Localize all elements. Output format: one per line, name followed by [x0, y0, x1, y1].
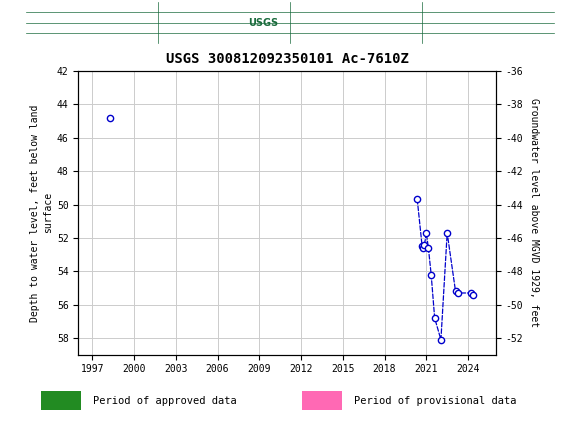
- Text: Period of approved data: Period of approved data: [93, 396, 237, 406]
- Text: USGS: USGS: [249, 18, 279, 28]
- FancyBboxPatch shape: [41, 391, 81, 410]
- Title: USGS 300812092350101 Ac-7610Z: USGS 300812092350101 Ac-7610Z: [166, 52, 408, 66]
- Y-axis label: Groundwater level above MGVD 1929, feet: Groundwater level above MGVD 1929, feet: [529, 98, 539, 327]
- Text: Period of provisional data: Period of provisional data: [354, 396, 516, 406]
- FancyBboxPatch shape: [302, 391, 342, 410]
- FancyBboxPatch shape: [26, 2, 554, 43]
- Y-axis label: Depth to water level, feet below land
surface: Depth to water level, feet below land su…: [30, 104, 53, 322]
